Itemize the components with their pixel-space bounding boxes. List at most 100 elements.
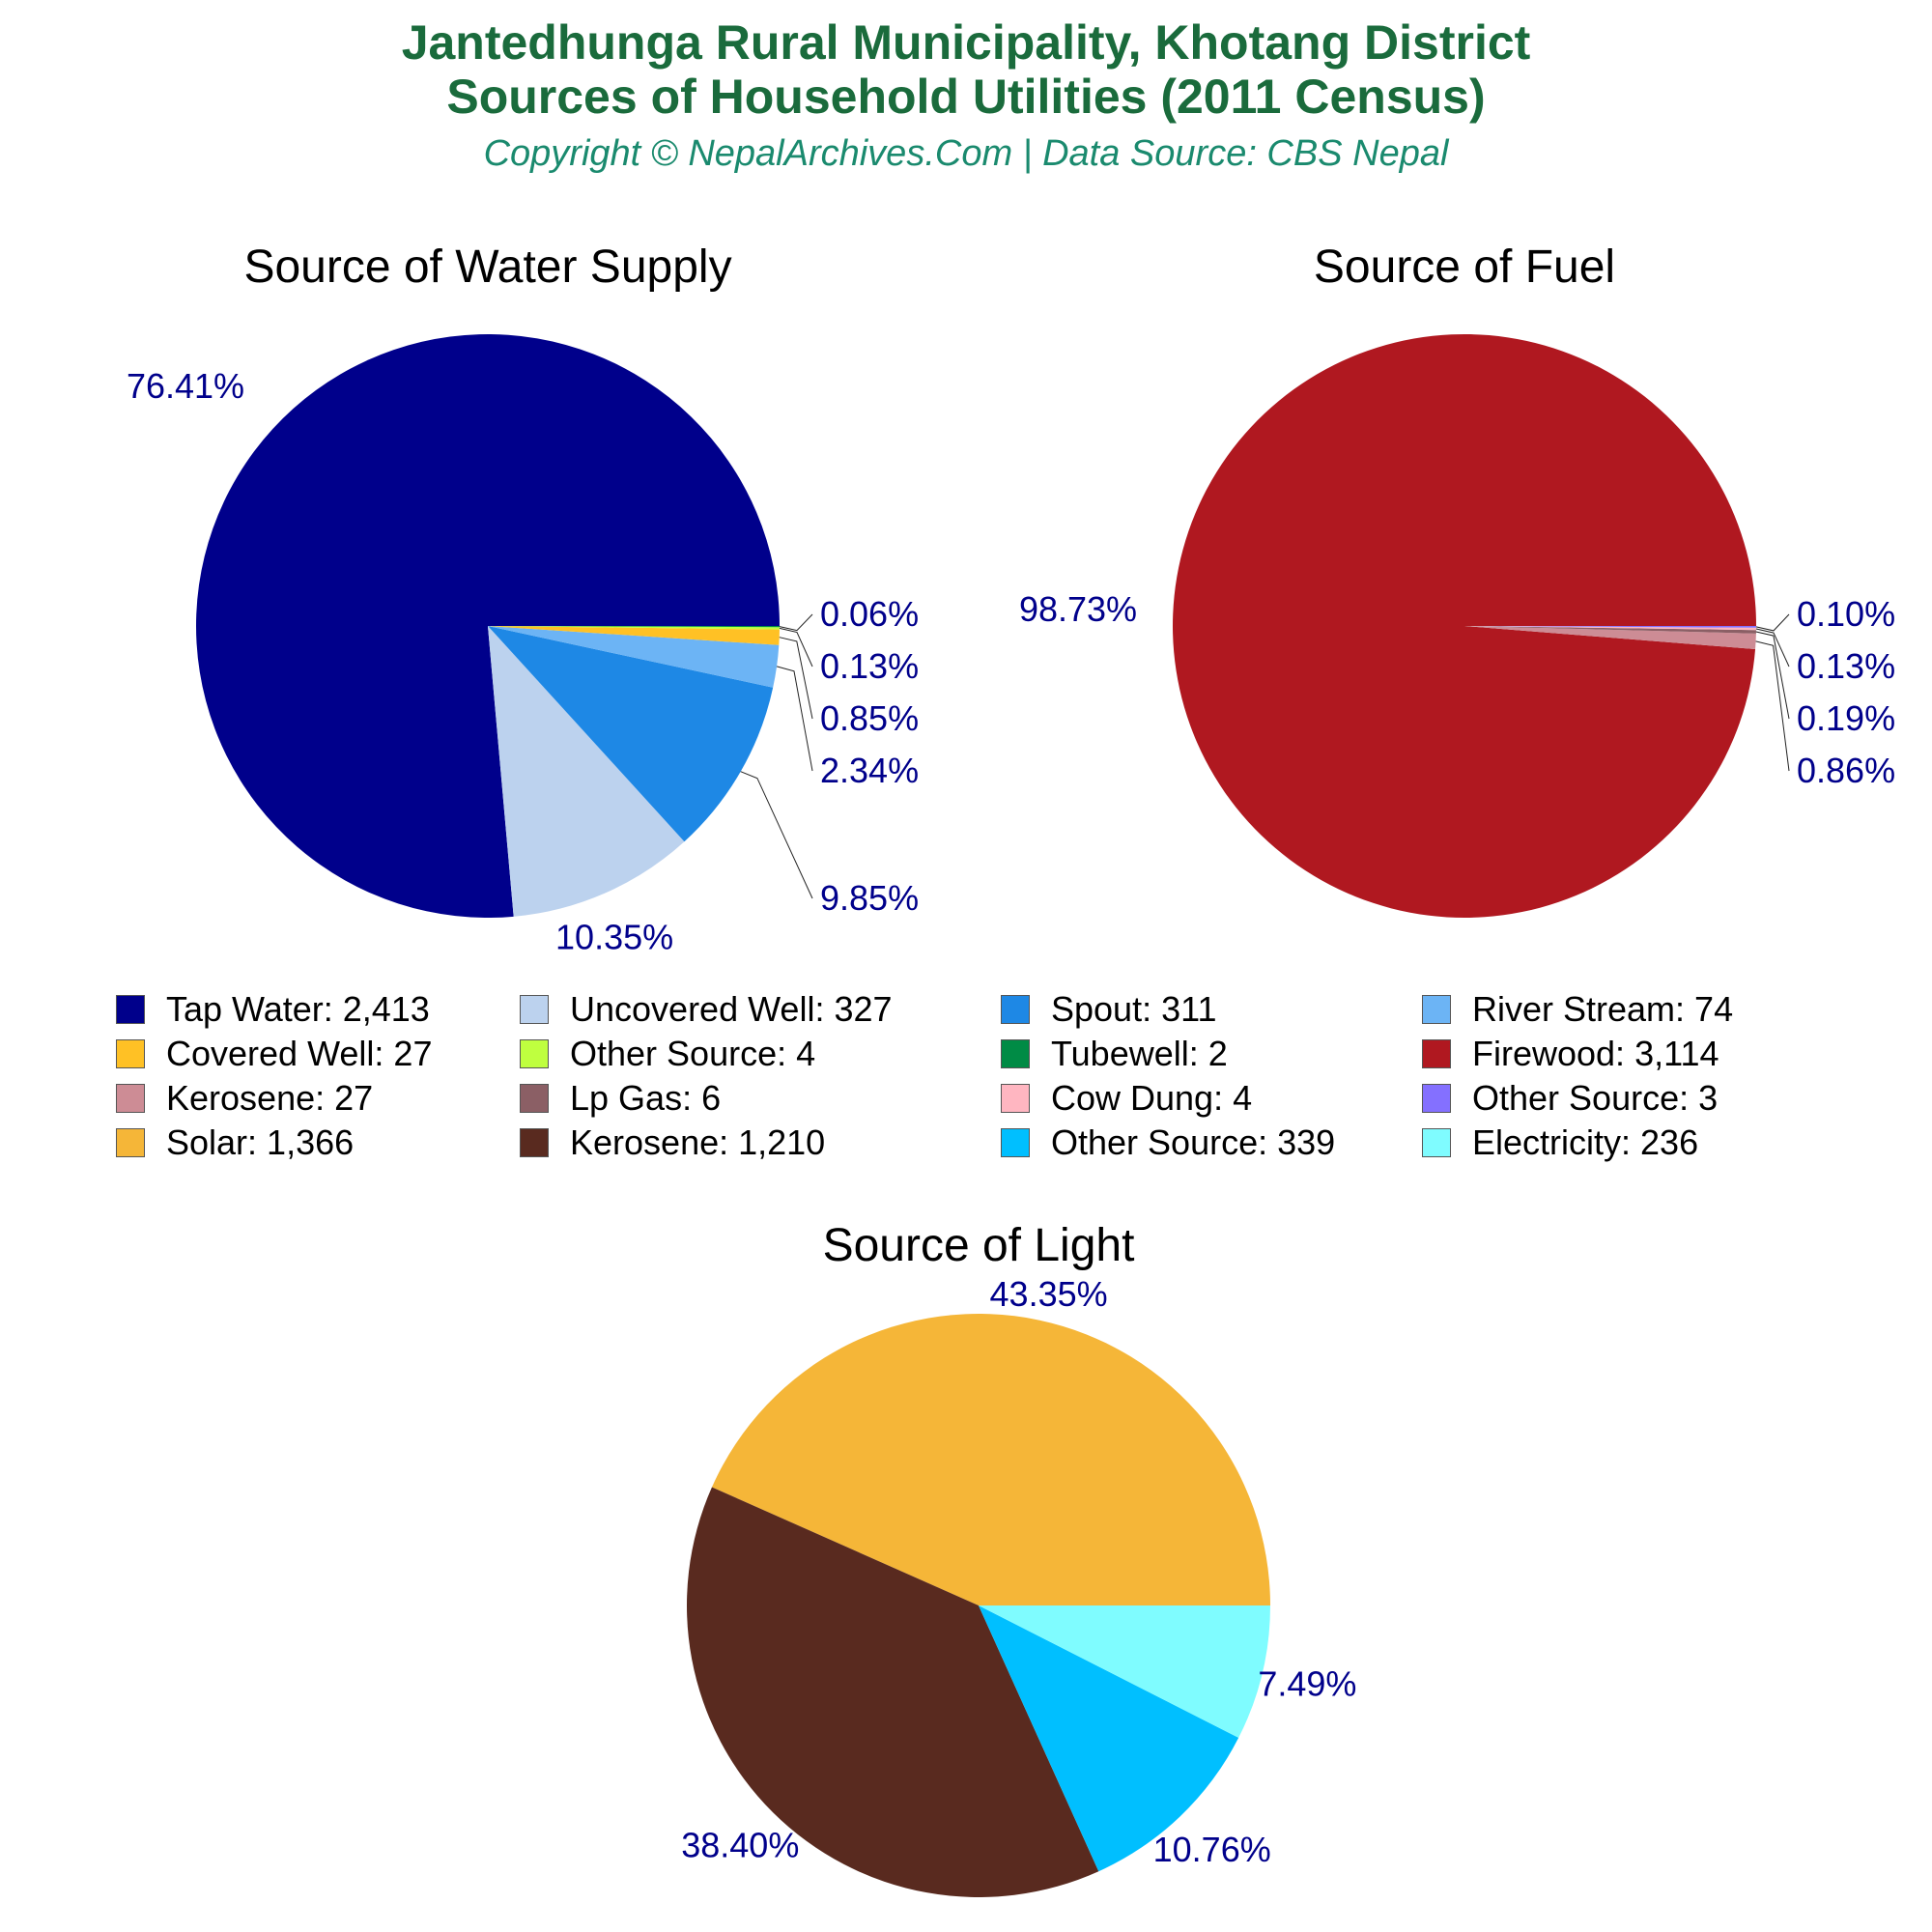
pie-slice-other-source [488,626,780,630]
pie-slice-kerosene [1464,626,1756,650]
main-title-line-1: Jantedhunga Rural Municipality, Khotang … [401,15,1531,70]
legend-swatch [1001,995,1030,1024]
copyright-notice: Copyright © NepalArchives.Com | Data Sou… [483,133,1449,174]
legend-item-spout: Spout: 311 [1001,987,1216,1032]
legend-item-lp-gas: Lp Gas: 6 [520,1076,721,1121]
legend-label: Covered Well: 27 [166,1034,433,1073]
legend-swatch [1001,1039,1030,1068]
legend-item-other-source: Other Source: 339 [1001,1121,1335,1165]
legend-swatch [116,1039,145,1068]
legend-label: Other Source: 339 [1051,1122,1336,1162]
pct-label-spout: 9.85% [820,878,919,918]
legend-swatch [116,995,145,1024]
legend-label: Firewood: 3,114 [1472,1034,1719,1073]
leader-line-river-stream [776,666,813,772]
pct-label-other-source: 0.13% [820,646,919,686]
pie-slice-lp-gas [1464,626,1756,634]
leader-line-tubewell [779,613,813,632]
pie-slice-cow-dung [1464,626,1756,631]
pct-label-kerosene: 0.86% [1797,751,1895,790]
legend-label: Kerosene: 1,210 [570,1122,826,1162]
pct-label-kerosene: 38.40% [681,1825,799,1864]
source-of-fuel-title: Source of Fuel [1314,242,1615,293]
pct-label-other-source: 10.76% [1153,1830,1271,1869]
legend-swatch [520,1039,549,1068]
pct-label-tubewell: 0.06% [820,594,919,634]
legend-label: Electricity: 236 [1472,1122,1699,1162]
legend-swatch [1422,1084,1451,1113]
legend-item-firewood: Firewood: 3,114 [1422,1032,1719,1076]
legend-item-tap-water: Tap Water: 2,413 [116,987,430,1032]
legend-label: Lp Gas: 6 [570,1078,722,1118]
legend-swatch [520,1084,549,1113]
source-of-light-title: Source of Light [823,1220,1135,1271]
legend-item-cow-dung: Cow Dung: 4 [1001,1076,1252,1121]
main-title-line-2: Sources of Household Utilities (2011 Cen… [446,70,1486,124]
pie-slice-other-source [979,1605,1239,1872]
pie-slice-solar [711,1314,1270,1605]
legend-label: Other Source: 3 [1472,1078,1719,1118]
pie-slice-river-stream [488,626,780,688]
pct-label-tap-water: 76.41% [127,366,244,406]
legend-label: Solar: 1,366 [166,1122,355,1162]
legend-label: River Stream: 74 [1472,989,1734,1029]
leader-line-cow-dung [1755,628,1790,668]
pie-slice-tubewell [488,626,781,628]
legend-item-covered-well: Covered Well: 27 [116,1032,432,1076]
pie-slice-tap-water [195,334,780,919]
pct-label-electricity: 7.49% [1258,1664,1356,1704]
water-supply-pie-chart: Source of Water Supply 76.41% 10.35% 0.06% 0… [127,242,919,957]
pct-label-lp-gas: 0.19% [1797,698,1895,738]
legend-label: Spout: 311 [1051,989,1217,1029]
pie-slice-firewood [1173,333,1756,918]
legend-swatch [520,1128,549,1157]
chart-header: Jantedhunga Rural Municipality, Khotang … [0,0,1932,175]
source-of-water-supply-title: Source of Water Supply [243,242,731,293]
legend-swatch [1422,995,1451,1024]
pie-slice-uncovered-well [488,626,685,917]
pie-slice-electricity [979,1605,1270,1738]
pct-label-solar: 43.35% [990,1274,1108,1314]
pct-label-cow-dung: 0.13% [1797,646,1895,686]
legend-label: Cow Dung: 4 [1051,1078,1253,1118]
leader-line-lp-gas [1755,631,1790,720]
legend-item-solar: Solar: 1,366 [116,1121,354,1165]
legend-label: Other Source: 4 [570,1034,816,1073]
leader-line-other-source [1755,613,1790,632]
legend-swatch [116,1128,145,1157]
pct-label-uncovered-well: 10.35% [555,918,673,957]
legend-swatch [116,1084,145,1113]
legend-item-tubewell: Tubewell: 2 [1001,1032,1228,1076]
legend-item-uncovered-well: Uncovered Well: 327 [520,987,893,1032]
pie-slice-kerosene [687,1487,1099,1898]
legend-swatch [1001,1128,1030,1157]
pie-slice-other-source [1464,626,1756,628]
legend-label: Tubewell: 2 [1051,1034,1228,1073]
legend-swatch [1422,1039,1451,1068]
legend-item-kerosene: Kerosene: 27 [116,1076,373,1121]
pct-label-river-stream: 2.34% [820,751,919,790]
legend-item-other-source: Other Source: 4 [520,1032,815,1076]
leader-line-spout [740,771,813,899]
fuel-pie-chart: Source of Fuel 98.73% 0.10% 0.13% 0.19% 0.86% [1019,242,1895,918]
legend-item-electricity: Electricity: 236 [1422,1121,1698,1165]
pct-label-firewood: 98.73% [1019,589,1137,629]
pie-slice-spout [488,626,774,842]
pct-label-covered-well: 0.85% [820,698,919,738]
legend-label: Uncovered Well: 327 [570,989,893,1029]
pct-label-other-source: 0.10% [1797,594,1895,634]
leader-line-kerosene [1755,640,1790,772]
leader-line-other-source [779,627,813,668]
legend-item-river-stream: River Stream: 74 [1422,987,1733,1032]
legend-label: Kerosene: 27 [166,1078,374,1118]
legend-item-other-source: Other Source: 3 [1422,1076,1718,1121]
legend-item-kerosene: Kerosene: 1,210 [520,1121,825,1165]
legend-swatch [1001,1084,1030,1113]
legend-swatch [1422,1128,1451,1157]
leader-line-covered-well [779,637,813,720]
pie-slice-covered-well [488,626,780,645]
legend-label: Tap Water: 2,413 [166,989,430,1029]
legend-swatch [520,995,549,1024]
